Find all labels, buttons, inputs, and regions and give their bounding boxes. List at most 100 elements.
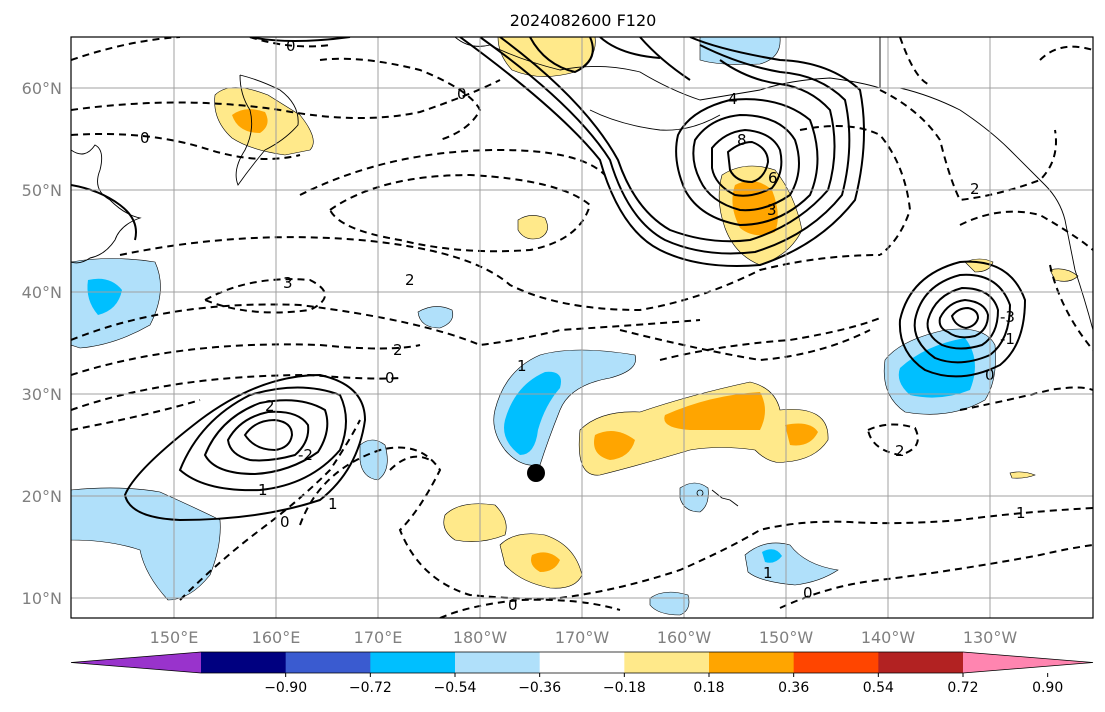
colorbar-extend-high [963,652,1093,673]
contour-label: 4 [728,90,738,108]
lon-label: 150°W [759,628,814,647]
coastline-aleutians [589,109,721,131]
contour-line [203,399,329,476]
coastline-kamchatka [235,74,299,186]
contour-label: -1 [1000,330,1015,348]
dashed-contours [71,37,1093,618]
contour-label: 1 [763,564,773,582]
longitude-labels: 150°E 160°E 170°E 180°W 170°W 160°W 150°… [150,628,1018,647]
contour-label: 8 [737,131,747,149]
warm-region [1009,471,1036,479]
contour-label: 2 [393,341,403,359]
contour-line [319,57,482,141]
contour-label: 3 [767,201,777,219]
warm-region [1049,268,1079,282]
lat-label: 20°N [22,487,62,506]
warm-core [785,423,818,446]
contour-line [179,419,361,601]
contour-line [249,37,331,48]
coastline-alaska [454,37,881,101]
cool-region [649,591,690,616]
contour-line [898,260,1027,378]
contour-label: 0 [803,584,813,602]
contour-line [71,37,181,61]
contour-line [178,386,347,492]
colorbar-segment [455,652,541,673]
colorbar-extend-low [71,652,201,673]
contour-label: 3 [283,274,293,292]
cool-core [87,278,122,315]
warm-region [443,503,507,542]
contour-label: 2 [265,397,275,415]
contour-line [619,329,871,362]
map-area: 0 0 0 0 0 0 0 0 1 1 1 1 1 2 2 2 2 2 3 3 … [71,37,1093,618]
contour-line [71,399,201,431]
contour-line [71,133,301,160]
contour-line [1039,45,1093,61]
colorbar-tick-label: −0.36 [518,680,561,696]
contour-line [71,343,421,376]
cool-region [71,487,221,601]
cool-region [699,37,781,65]
colorbar: −0.90 −0.72 −0.54 −0.36 −0.18 0.18 0.36 0.54 0.7… [70,651,1094,696]
contour-label: 6 [768,169,778,187]
contour-line [959,210,1093,251]
cool-region [359,439,388,481]
contour-line [726,140,770,184]
lon-label: 160°W [657,628,712,647]
coastline-asia [71,144,142,264]
contour-line [599,37,661,59]
contour-label: 0 [385,369,395,387]
warm-region [517,215,548,240]
colorbar-segment [878,652,964,673]
contour-line [202,278,326,314]
colorbar-tick-label: 0.54 [863,680,894,696]
warm-core [531,552,560,572]
warm-core [664,392,765,430]
contour-line [959,386,1093,411]
colorbar-segment [370,652,456,673]
contour-line [479,37,851,255]
contour-line [119,236,881,312]
contour-line [243,418,294,452]
contour-line [913,273,1012,364]
cool-core [504,371,561,455]
cool-region [417,306,454,329]
contour-label: 0 [457,85,467,103]
lon-label: 140°W [861,628,916,647]
contour-line [559,507,1093,599]
latitude-labels: 60°N 50°N 40°N 30°N 20°N 10°N [22,79,62,608]
contour-line [71,303,701,347]
contour-label: 0 [280,513,290,531]
colorbar-segment [285,652,371,673]
contour-line [711,128,783,197]
contour-line [71,373,401,411]
contour-line [439,598,621,618]
contour-label: 0 [286,37,296,55]
contour-line [71,79,501,119]
lat-label: 60°N [22,79,62,98]
contour-line [899,37,931,86]
colorbar-tick-label: −0.54 [434,680,477,696]
map-frame [70,36,1094,619]
contour-line [249,37,351,42]
lon-label: 180°W [453,628,508,647]
colorbar-tick-label: 0.18 [693,680,724,696]
contour-label: 1 [517,357,527,375]
cool-region [744,542,839,586]
contour-label: 1 [258,481,268,499]
lat-label: 30°N [22,385,62,404]
lon-label: 150°E [150,628,199,647]
lat-label: 40°N [22,283,62,302]
contour-line [692,113,800,212]
contour-line [226,410,310,462]
colorbar-tick-label: 0.36 [778,680,809,696]
colorbar-segment [709,652,795,673]
contour-line [639,37,691,81]
colorbar-segment [624,652,710,673]
contour-label: 1 [1016,504,1026,522]
contour-line [389,455,431,471]
contour-label: 2 [895,442,905,460]
contour-label: -3 [1000,308,1015,326]
gridlines [71,37,1093,618]
